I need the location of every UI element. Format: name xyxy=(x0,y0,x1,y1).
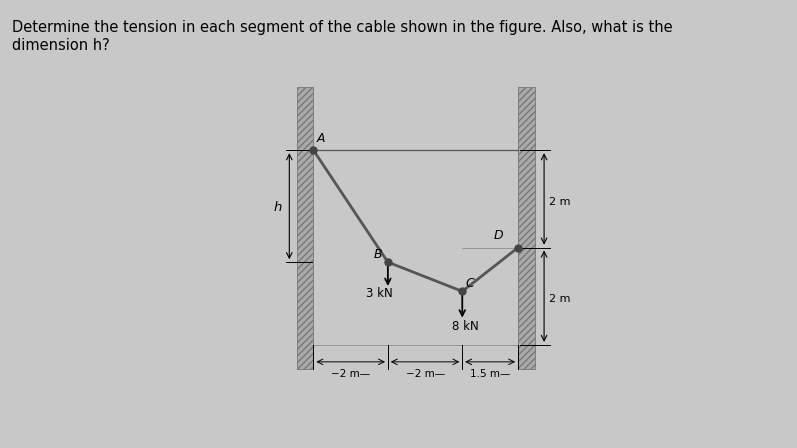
Text: A: A xyxy=(316,132,325,145)
Text: 2 m: 2 m xyxy=(548,294,570,304)
Text: 8 kN: 8 kN xyxy=(452,320,478,333)
Text: Determine the tension in each segment of the cable shown in the figure. Also, wh: Determine the tension in each segment of… xyxy=(12,20,673,52)
Bar xyxy=(518,87,535,369)
Text: −2 m—: −2 m— xyxy=(331,370,371,379)
Text: h: h xyxy=(273,201,282,214)
Text: 2 m: 2 m xyxy=(548,197,570,207)
Text: 1.5 m—: 1.5 m— xyxy=(470,370,510,379)
Bar xyxy=(296,87,313,369)
Text: −2 m—: −2 m— xyxy=(406,370,445,379)
Bar xyxy=(518,87,535,369)
Text: B: B xyxy=(374,248,383,261)
Text: C: C xyxy=(465,277,474,290)
Text: D: D xyxy=(494,229,504,242)
Bar xyxy=(296,87,313,369)
Text: 3 kN: 3 kN xyxy=(367,287,393,300)
